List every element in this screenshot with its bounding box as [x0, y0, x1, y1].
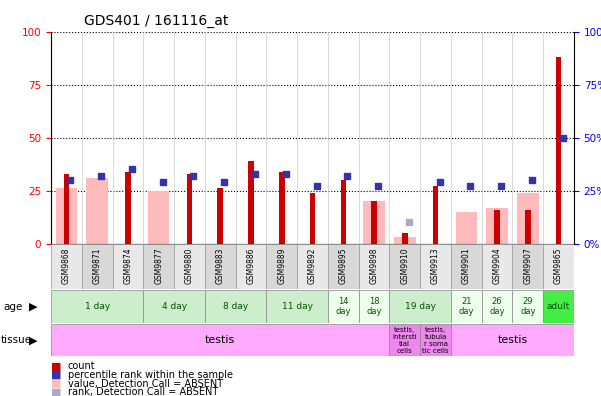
Text: tissue: tissue — [1, 335, 32, 345]
Text: 26
day: 26 day — [489, 297, 505, 316]
Bar — [389, 290, 451, 323]
Text: 29
day: 29 day — [520, 297, 535, 316]
Bar — [451, 324, 574, 356]
Text: count: count — [68, 361, 96, 371]
Bar — [517, 193, 538, 244]
Text: 8 day: 8 day — [223, 302, 248, 311]
Text: testis,
intersti
tial
cells: testis, intersti tial cells — [392, 327, 417, 354]
Text: ■: ■ — [51, 361, 61, 371]
Bar — [341, 180, 346, 244]
Bar — [112, 244, 144, 289]
Text: 21
day: 21 day — [459, 297, 474, 316]
Text: GSM9865: GSM9865 — [554, 247, 563, 284]
Text: 4 day: 4 day — [162, 302, 187, 311]
Bar — [205, 290, 266, 323]
Text: adult: adult — [547, 302, 570, 311]
Text: GSM9868: GSM9868 — [62, 247, 71, 284]
Bar — [87, 178, 108, 244]
Text: GSM9877: GSM9877 — [154, 247, 163, 284]
Bar — [456, 212, 477, 244]
Text: GSM9898: GSM9898 — [370, 247, 379, 284]
Bar — [174, 244, 205, 289]
Bar — [451, 244, 481, 289]
Bar — [310, 193, 316, 244]
Text: GSM9904: GSM9904 — [493, 247, 502, 284]
Bar — [513, 290, 543, 323]
Bar — [433, 187, 438, 244]
Bar — [420, 324, 451, 356]
Text: ■: ■ — [51, 370, 61, 380]
Text: percentile rank within the sample: percentile rank within the sample — [68, 370, 233, 380]
Bar — [359, 290, 389, 323]
Text: ■: ■ — [51, 379, 61, 389]
Text: GSM9883: GSM9883 — [216, 247, 225, 284]
Bar — [359, 244, 389, 289]
Bar — [125, 171, 131, 244]
Text: GSM9910: GSM9910 — [400, 247, 409, 284]
Bar — [513, 244, 543, 289]
Bar — [144, 244, 174, 289]
Bar — [328, 244, 359, 289]
Bar — [187, 173, 192, 244]
Bar — [82, 244, 112, 289]
Bar — [266, 290, 328, 323]
Bar — [144, 290, 205, 323]
Bar — [148, 190, 169, 244]
Text: GSM9886: GSM9886 — [246, 247, 255, 284]
Text: GSM9895: GSM9895 — [339, 247, 348, 284]
Bar — [64, 173, 69, 244]
Bar — [451, 290, 481, 323]
Text: GDS401 / 161116_at: GDS401 / 161116_at — [84, 14, 228, 28]
Text: GSM9892: GSM9892 — [308, 247, 317, 284]
Bar — [279, 171, 284, 244]
Bar — [205, 244, 236, 289]
Bar — [481, 244, 513, 289]
Bar — [389, 244, 420, 289]
Text: ▶: ▶ — [29, 335, 37, 345]
Text: GSM9907: GSM9907 — [523, 247, 532, 284]
Text: 1 day: 1 day — [85, 302, 110, 311]
Bar — [236, 244, 266, 289]
Bar — [51, 324, 389, 356]
Bar — [494, 209, 500, 244]
Text: testis,
tubula
r soma
tic cells: testis, tubula r soma tic cells — [423, 327, 449, 354]
Text: GSM9901: GSM9901 — [462, 247, 471, 284]
Bar — [297, 244, 328, 289]
Bar — [218, 188, 223, 244]
Text: 14
day: 14 day — [335, 297, 351, 316]
Text: 18
day: 18 day — [366, 297, 382, 316]
Bar — [248, 161, 254, 244]
Text: GSM9871: GSM9871 — [93, 247, 102, 284]
Bar — [543, 290, 574, 323]
Text: GSM9874: GSM9874 — [123, 247, 132, 284]
Bar — [371, 201, 377, 244]
Text: ▶: ▶ — [29, 301, 37, 312]
Bar — [420, 244, 451, 289]
Bar — [51, 290, 144, 323]
Bar — [525, 209, 531, 244]
Text: testis: testis — [205, 335, 236, 345]
Text: 11 day: 11 day — [282, 302, 313, 311]
Bar — [56, 188, 77, 244]
Text: GSM9889: GSM9889 — [277, 247, 286, 284]
Bar — [486, 208, 508, 244]
Bar — [402, 233, 407, 244]
Bar — [389, 324, 420, 356]
Bar — [51, 244, 82, 289]
Bar — [266, 244, 297, 289]
Text: GSM9913: GSM9913 — [431, 247, 440, 284]
Bar — [328, 290, 359, 323]
Text: GSM9880: GSM9880 — [185, 247, 194, 284]
Bar — [363, 201, 385, 244]
Bar — [556, 57, 561, 244]
Text: rank, Detection Call = ABSENT: rank, Detection Call = ABSENT — [68, 387, 218, 396]
Text: testis: testis — [497, 335, 528, 345]
Bar — [394, 237, 415, 244]
Bar — [543, 244, 574, 289]
Text: age: age — [3, 301, 22, 312]
Text: value, Detection Call = ABSENT: value, Detection Call = ABSENT — [68, 379, 223, 389]
Text: 19 day: 19 day — [404, 302, 436, 311]
Text: ■: ■ — [51, 387, 61, 396]
Bar — [481, 290, 513, 323]
